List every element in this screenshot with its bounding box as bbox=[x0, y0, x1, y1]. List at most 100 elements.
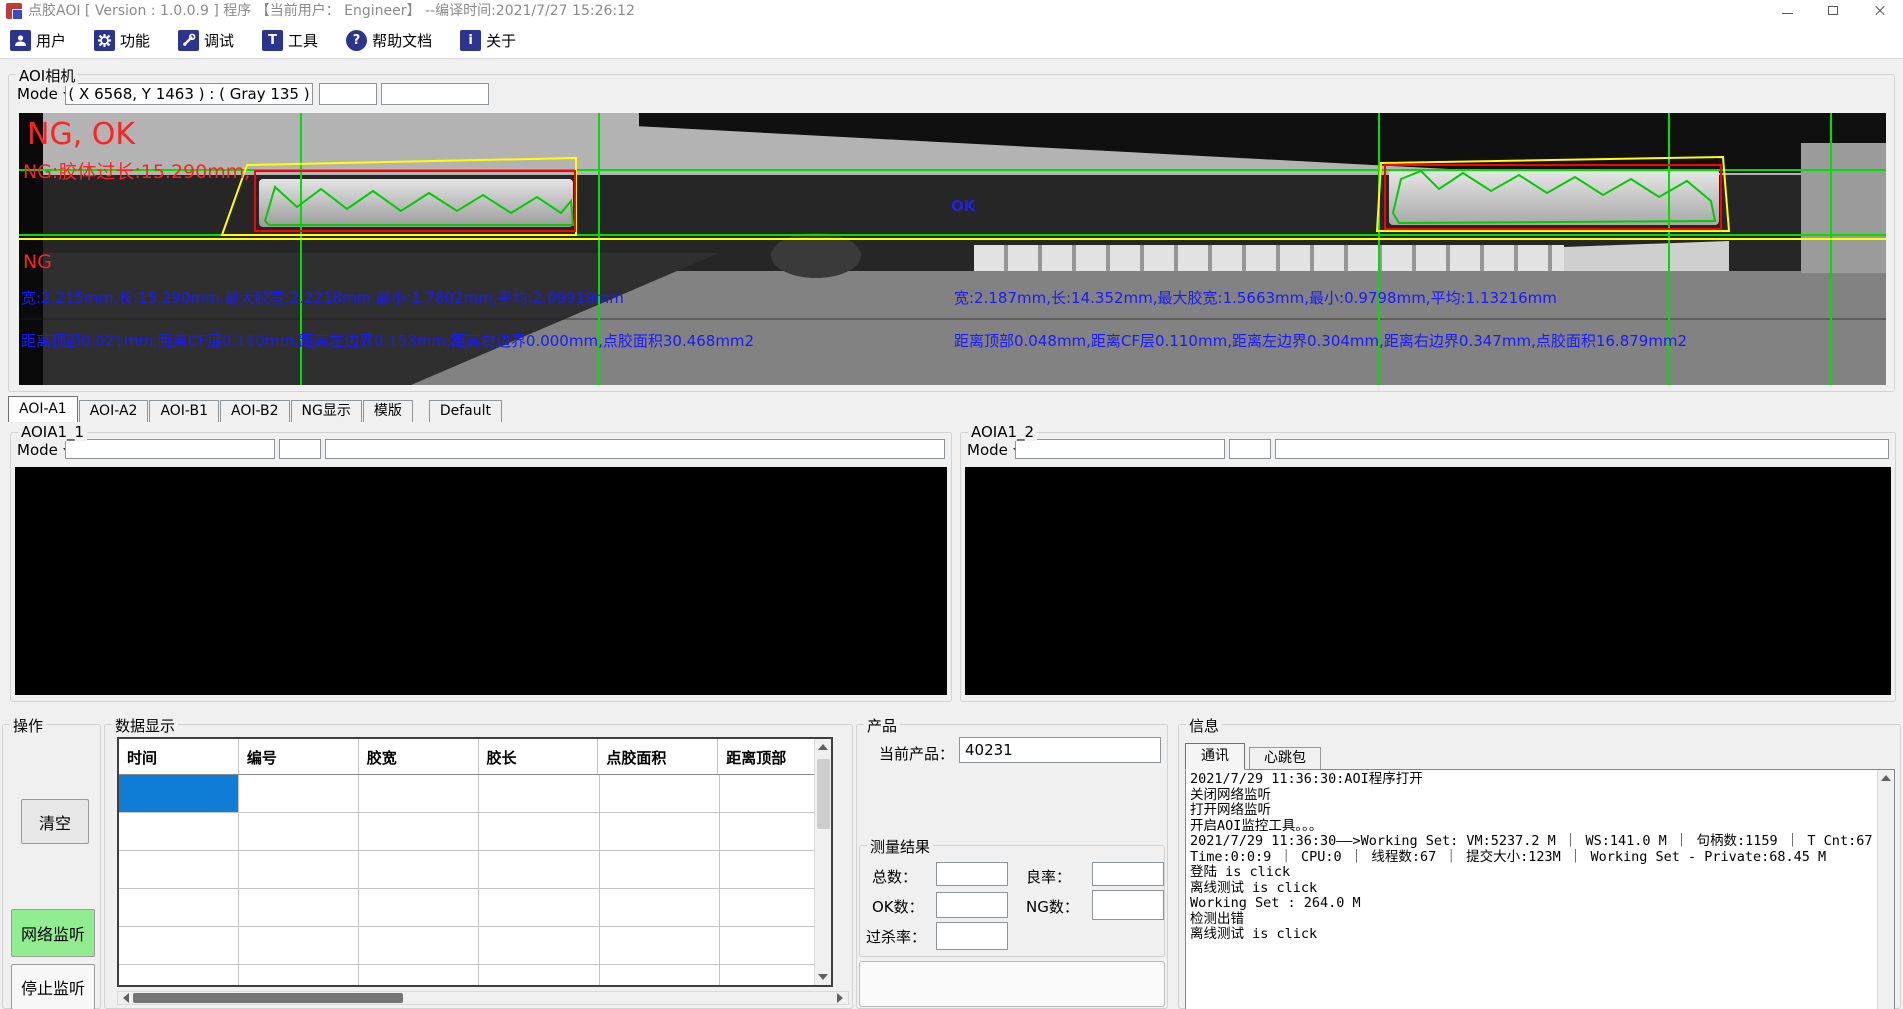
total-field[interactable] bbox=[936, 862, 1008, 886]
data-table: 时间 编号 胶宽 胶长 点胶面积 距离顶部 bbox=[117, 737, 833, 987]
aoi-tab-strip: AOI-A1 AOI-A2 AOI-B1 AOI-B2 NG显示 模版 Defa… bbox=[8, 396, 503, 422]
table-cell-selected[interactable] bbox=[119, 775, 240, 812]
column-header-glue-length[interactable]: 胶长 bbox=[479, 739, 599, 774]
tab-aoi-a1[interactable]: AOI-A1 bbox=[8, 396, 78, 422]
measure-result-label: 测量结果 bbox=[867, 836, 934, 857]
table-horizontal-scrollbar[interactable] bbox=[117, 991, 849, 1005]
panel1-field-1[interactable] bbox=[65, 439, 275, 459]
table-row bbox=[119, 927, 814, 965]
panel-aoia1-2: AOIA1_2 Mode bbox=[960, 423, 1896, 702]
camera-field-2[interactable] bbox=[319, 83, 377, 105]
main-toolbar: 用户 功能 调试 T 工具 ? 帮助文档 i 关于 bbox=[0, 22, 1903, 59]
scroll-left-icon bbox=[123, 993, 129, 1003]
log-line: Time:0:0:9 ｜ CPU:0 ｜ 线程数:67 ｜ 提交大小:123M … bbox=[1190, 848, 1827, 865]
app-icon bbox=[6, 3, 23, 20]
network-listen-button[interactable]: 网络监听 bbox=[11, 909, 95, 957]
camera-image-view[interactable]: NG, OK NG:胶体过长:15.290mm, NG OK 宽:2.215mm… bbox=[19, 113, 1886, 385]
column-header-glue-area[interactable]: 点胶面积 bbox=[598, 739, 719, 774]
panel2-field-3[interactable] bbox=[1275, 439, 1889, 459]
scrollbar-thumb[interactable] bbox=[817, 759, 830, 829]
log-line: 离线测试 is click bbox=[1190, 926, 1318, 942]
total-label: 总数： bbox=[872, 868, 918, 886]
toolbar-item-tools[interactable]: T 工具 bbox=[262, 29, 318, 51]
camera-field-3[interactable] bbox=[381, 83, 489, 105]
log-lines: 2021/7/29 11:36:30:AOI程序打开 关闭网络监听 打开网络监听… bbox=[1190, 771, 1894, 943]
scroll-down-icon bbox=[818, 974, 828, 980]
ok-count-label: OK数： bbox=[872, 898, 924, 916]
log-line: Working Set : 264.0 M bbox=[1190, 895, 1361, 911]
camera-coords-field[interactable]: ( X 6568, Y 1463 ) : ( Gray 135 ) bbox=[65, 83, 313, 105]
panel1-field-2[interactable] bbox=[279, 439, 321, 459]
scrollbar-thumb[interactable] bbox=[133, 993, 403, 1003]
toolbar-item-debug[interactable]: 调试 bbox=[178, 29, 234, 51]
maximize-icon bbox=[1828, 6, 1838, 15]
panel2-label: AOIA1_2 bbox=[968, 423, 1038, 441]
panel1-label: AOIA1_1 bbox=[18, 423, 88, 441]
gear-icon bbox=[94, 29, 116, 51]
clear-button[interactable]: 清空 bbox=[21, 799, 89, 844]
table-header-row: 时间 编号 胶宽 胶长 点胶面积 距离顶部 bbox=[119, 739, 814, 775]
toolbar-item-function[interactable]: 功能 bbox=[94, 29, 150, 51]
log-line: 关闭网络监听 bbox=[1190, 786, 1271, 803]
tab-comm[interactable]: 通讯 bbox=[1185, 743, 1245, 770]
toolbar-item-help[interactable]: ? 帮助文档 bbox=[346, 29, 432, 51]
overkill-field[interactable] bbox=[936, 922, 1008, 950]
panel2-mode-dropdown[interactable]: Mode bbox=[963, 439, 1021, 461]
panel-aoia1-1: AOIA1_1 Mode bbox=[10, 423, 952, 702]
panel1-image-view[interactable] bbox=[15, 467, 947, 695]
info-group-label: 信息 bbox=[1186, 715, 1223, 736]
table-row bbox=[119, 965, 814, 985]
left-glue-strip bbox=[259, 179, 573, 227]
right-glue-strip bbox=[1389, 169, 1719, 225]
panel2-field-1[interactable] bbox=[1015, 439, 1225, 459]
product-group: 产品 当前产品： 40231 测量结果 总数： 良率： OK数： NG数： 过杀… bbox=[856, 715, 1168, 1009]
column-header-id[interactable]: 编号 bbox=[239, 739, 359, 774]
ng-count-field[interactable] bbox=[1092, 890, 1164, 920]
ng-count-label: NG数： bbox=[1026, 898, 1079, 916]
log-vertical-scrollbar[interactable] bbox=[1877, 770, 1894, 1009]
table-vertical-scrollbar[interactable] bbox=[814, 739, 831, 985]
toolbar-item-user[interactable]: 用户 bbox=[10, 29, 66, 51]
tab-aoi-b2[interactable]: AOI-B2 bbox=[219, 400, 290, 422]
toolbar-item-about[interactable]: i 关于 bbox=[460, 29, 516, 51]
current-product-input[interactable]: 40231 bbox=[959, 737, 1161, 763]
panel1-field-3[interactable] bbox=[325, 439, 945, 459]
overkill-label: 过杀率： bbox=[866, 928, 927, 946]
about-icon: i bbox=[460, 29, 482, 51]
tab-heartbeat[interactable]: 心跳包 bbox=[1249, 747, 1321, 770]
info-group: 信息 通讯 心跳包 2021/7/29 11:36:30:AOI程序打开 关闭网… bbox=[1178, 715, 1901, 1009]
minimize-button[interactable] bbox=[1765, 0, 1811, 22]
ok-count-field[interactable] bbox=[936, 892, 1008, 918]
comm-log: 2021/7/29 11:36:30:AOI程序打开 关闭网络监听 打开网络监听… bbox=[1185, 769, 1895, 1009]
panel2-field-2[interactable] bbox=[1229, 439, 1271, 459]
product-group-label: 产品 bbox=[864, 715, 901, 736]
tab-template[interactable]: 模版 bbox=[362, 400, 413, 422]
panel2-image-view[interactable] bbox=[965, 467, 1891, 695]
yield-field[interactable] bbox=[1092, 862, 1164, 886]
tab-ng-display[interactable]: NG显示 bbox=[290, 400, 362, 422]
table-row bbox=[119, 813, 814, 851]
stop-listen-button[interactable]: 停止监听 bbox=[11, 964, 95, 1009]
log-line: 开启AOI监控工具。。。 bbox=[1190, 817, 1323, 834]
close-button[interactable] bbox=[1857, 0, 1903, 22]
column-header-top-distance[interactable]: 距离顶部 bbox=[726, 749, 787, 767]
yield-label: 良率： bbox=[1026, 868, 1072, 886]
help-icon: ? bbox=[346, 29, 368, 51]
column-header-glue-width[interactable]: 胶宽 bbox=[359, 739, 479, 774]
log-line: 登陆 is click bbox=[1190, 864, 1291, 880]
column-header-time[interactable]: 时间 bbox=[119, 739, 239, 774]
table-row bbox=[119, 851, 814, 889]
log-line: 检测出错 bbox=[1190, 910, 1244, 927]
panel1-mode-dropdown[interactable]: Mode bbox=[13, 439, 71, 461]
camera-mode-dropdown[interactable]: Mode bbox=[13, 83, 71, 105]
tab-aoi-a2[interactable]: AOI-A2 bbox=[78, 400, 149, 422]
tab-aoi-b1[interactable]: AOI-B1 bbox=[149, 400, 219, 422]
titlebar: 点胶AOI [ Version : 1.0.0.9 ] 程序 【当前用户： En… bbox=[0, 0, 1903, 22]
tab-default[interactable]: Default bbox=[428, 400, 503, 422]
scroll-up-icon bbox=[818, 744, 828, 750]
log-line: 打开网络监听 bbox=[1190, 802, 1271, 818]
log-line: 2021/7/29 11:36:30:AOI程序打开 bbox=[1190, 771, 1423, 787]
window-title: 点胶AOI [ Version : 1.0.0.9 ] 程序 【当前用户： En… bbox=[28, 3, 635, 19]
current-product-label: 当前产品： bbox=[879, 745, 955, 763]
maximize-button[interactable] bbox=[1811, 0, 1857, 22]
